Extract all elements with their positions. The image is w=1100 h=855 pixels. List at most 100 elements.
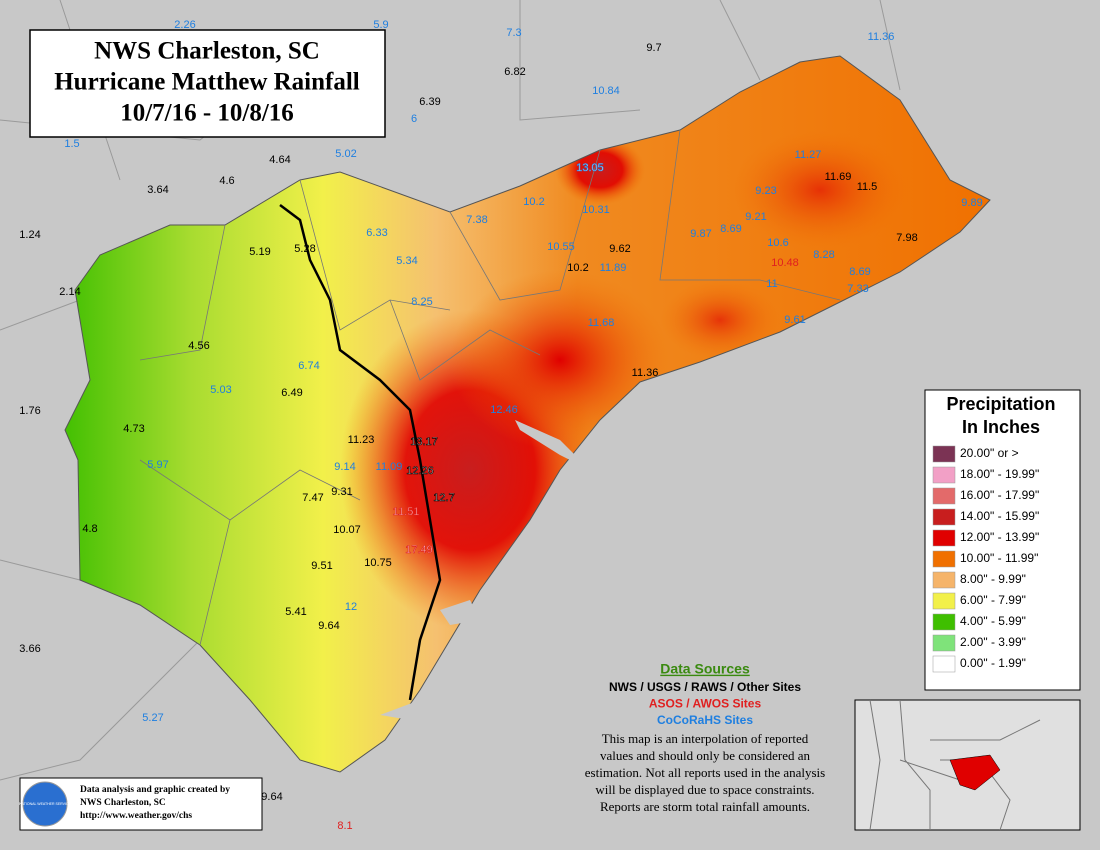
nws-logo-text: NATIONAL WEATHER SERVICE [19, 802, 71, 806]
station-value: 7.38 [466, 214, 487, 226]
station-value: 7.47 [302, 492, 323, 504]
legend-swatch [932, 655, 956, 673]
title-line: Hurricane Matthew Rainfall [54, 69, 360, 96]
legend-label: 0.00" - 1.99" [960, 656, 1026, 670]
title-line: 10/7/16 - 10/8/16 [120, 100, 294, 127]
credit-line: http://www.weather.gov/chs [80, 811, 192, 821]
station-value: 10.75 [364, 557, 392, 569]
station-value: 5.03 [210, 384, 231, 396]
station-value: 5.28 [294, 243, 315, 255]
station-value: 6.74 [298, 360, 319, 372]
legend-label: 12.00" - 13.99" [960, 530, 1039, 544]
legend-label: 4.00" - 5.99" [960, 614, 1026, 628]
station-value: 1.24 [19, 229, 40, 241]
note-line: will be displayed due to space constrain… [595, 782, 814, 797]
legend-label: 6.00" - 7.99" [960, 593, 1026, 607]
county-borders [139, 129, 841, 646]
station-value: 1.76 [19, 405, 40, 417]
station-value: 9.87 [690, 228, 711, 240]
station-value: 4.6 [219, 175, 234, 187]
station-value: 7.3 [506, 27, 521, 39]
nws-logo [22, 781, 68, 827]
source-label: NWS / USGS / RAWS / Other Sites [609, 680, 801, 694]
station-value: 8.25 [411, 296, 432, 308]
station-value: 10.2 [567, 262, 588, 274]
station-value: 10.55 [547, 241, 575, 253]
station-value: 9.21 [745, 211, 766, 223]
note-line: Reports are storm total rainfall amounts… [600, 799, 810, 814]
station-value: 9.64 [318, 620, 339, 632]
station-value: 5.02 [335, 148, 356, 160]
station-value: 10.31 [582, 204, 610, 216]
station-value: 11.5 [857, 181, 878, 193]
station-value: 5.27 [142, 712, 163, 724]
station-value: 11.69 [825, 171, 852, 183]
station-value: 8.69 [849, 266, 870, 278]
station-value: 9.61 [784, 314, 805, 326]
station-value: 5.9 [373, 19, 388, 31]
station-value: 2.26 [174, 19, 195, 31]
river [279, 204, 442, 701]
station-value: 9.51 [311, 560, 332, 572]
credit-line: Data analysis and graphic created by [80, 785, 230, 795]
station-value: 8.1 [337, 820, 352, 832]
station-value: 6.33 [366, 227, 387, 239]
legend-label: 8.00" - 9.99" [960, 572, 1026, 586]
station-value: 5.41 [285, 606, 306, 618]
station-value: 13.17 [410, 436, 438, 448]
legend-swatch [932, 445, 956, 463]
station-value: 4.8 [82, 523, 97, 535]
legend-label: 14.00" - 15.99" [960, 509, 1039, 523]
station-value: 11.23 [348, 434, 375, 446]
station-value: 5.19 [249, 246, 270, 258]
title-box [29, 29, 386, 138]
station-value: 6.49 [281, 387, 302, 399]
station-value: 11.09 [376, 461, 403, 473]
station-value: 12.46 [490, 404, 518, 416]
station-value: 3.64 [147, 184, 168, 196]
sources-title: Data Sources [660, 661, 750, 677]
station-value: 9.7 [646, 42, 661, 54]
note-line: values and should only be considered an [600, 748, 811, 763]
credit-line: NWS Charleston, SC [80, 798, 166, 808]
station-value: 11.89 [600, 262, 627, 274]
station-value: 4.64 [269, 154, 290, 166]
station-value: 11.68 [588, 317, 615, 329]
sounds [380, 420, 590, 720]
legend-swatch [932, 571, 956, 589]
station-value: 7.98 [896, 232, 917, 244]
station-value: 7.33 [847, 283, 868, 295]
legend-label: 10.00" - 11.99" [960, 551, 1038, 565]
legend-swatch [932, 529, 956, 547]
station-value: 12.26 [406, 465, 434, 477]
legend-label: 18.00" - 19.99" [960, 467, 1039, 481]
legend-label: 2.00" - 3.99" [960, 635, 1026, 649]
station-value: 4.56 [188, 340, 209, 352]
station-value: 10.07 [333, 524, 361, 536]
legend-swatch [932, 634, 956, 652]
station-value: 9.23 [755, 185, 776, 197]
legend-swatch [932, 487, 956, 505]
station-value: 9.31 [331, 486, 352, 498]
inset-states [869, 699, 1041, 831]
station-value: 2.14 [59, 286, 80, 298]
station-value: 8.69 [720, 223, 741, 235]
station-value: 11.27 [795, 149, 822, 161]
source-label: CoCoRaHS Sites [657, 713, 753, 727]
station-value: 12.7 [433, 492, 454, 504]
station-value: 11 [766, 278, 777, 290]
stations: 9.7 6.82 6.39 4.64 4.6 3.64 11.69 11.5 1.24 5.19 5… [19, 19, 982, 832]
station-value: 10.48 [771, 257, 799, 269]
legend-swatch [932, 550, 956, 568]
station-value: 10.2 [523, 196, 544, 208]
data-sources: Data Sources NWS / USGS / RAWS / Other S… [585, 661, 825, 814]
title-line: NWS Charleston, SC [94, 38, 320, 65]
legend-swatch [932, 613, 956, 631]
station-value: 17.49 [405, 544, 433, 556]
legend-swatch [932, 592, 956, 610]
station-value: 9.64 [261, 791, 282, 803]
station-value: 12 [345, 601, 357, 613]
legend-label: 16.00" - 17.99" [960, 488, 1039, 502]
station-value: 9.14 [334, 461, 355, 473]
